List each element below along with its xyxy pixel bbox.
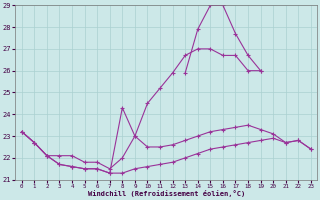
X-axis label: Windchill (Refroidissement éolien,°C): Windchill (Refroidissement éolien,°C) [88,190,245,197]
